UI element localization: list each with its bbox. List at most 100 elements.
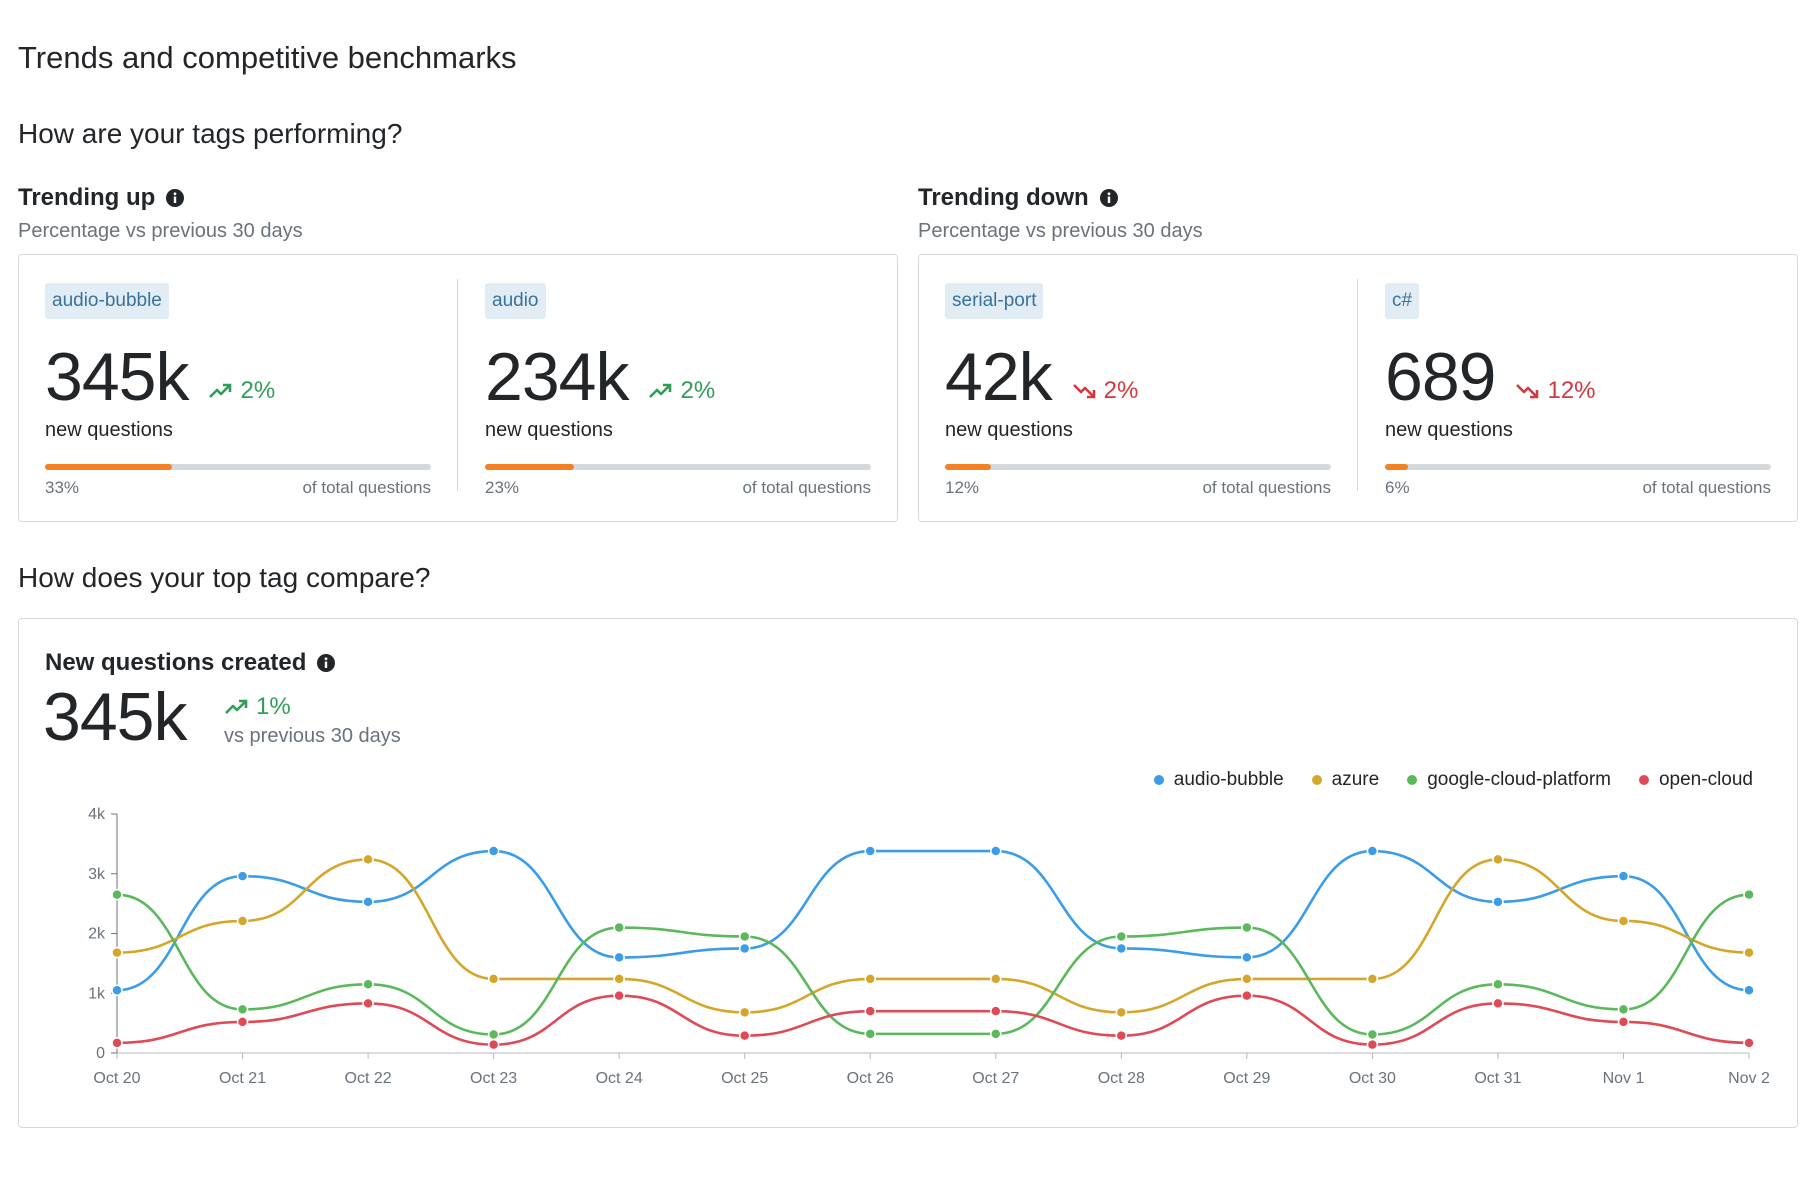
data-point-azure	[613, 973, 625, 985]
trend-percent: 2%	[1103, 377, 1139, 404]
data-point-open-cloud	[990, 1005, 1002, 1017]
data-point-audio-bubble	[236, 870, 249, 882]
trend-up-arrow-icon	[649, 383, 672, 398]
trending-down-title-row: Trending down	[918, 184, 1203, 212]
share-progress-bar	[45, 464, 431, 470]
page-title: Trends and competitive benchmarks	[18, 40, 517, 75]
metric-caption: new questions	[45, 419, 173, 441]
x-tick-label: Oct 30	[1349, 1070, 1396, 1087]
x-tick-label: Nov 2	[1728, 1070, 1770, 1087]
data-point-open-cloud	[362, 997, 374, 1010]
data-point-open-cloud	[1241, 989, 1253, 1002]
metric-value: 345k	[45, 339, 189, 415]
legend-label: google-cloud-platform	[1427, 769, 1611, 790]
data-point-google-cloud-platform	[1241, 921, 1253, 934]
trend-up-arrow-icon	[209, 383, 232, 398]
share-labels: 33% of total questions	[45, 478, 431, 498]
data-point-azure	[738, 1006, 751, 1019]
data-point-google-cloud-platform	[1617, 1003, 1630, 1016]
data-point-open-cloud	[1366, 1038, 1379, 1051]
legend-item[interactable]: azure	[1311, 769, 1380, 791]
legend-label: azure	[1331, 769, 1380, 790]
chart-title-row: New questions created	[45, 649, 336, 677]
data-point-google-cloud-platform	[236, 1003, 249, 1016]
chart-legend: audio-bubble azure google-cloud-platform op…	[1153, 769, 1753, 791]
x-tick-label: Oct 26	[847, 1070, 894, 1087]
share-percent: 23%	[485, 478, 520, 497]
data-point-audio-bubble	[1241, 951, 1253, 964]
data-point-audio-bubble	[487, 845, 500, 857]
tag-badge[interactable]: audio-bubble	[45, 283, 169, 319]
data-point-google-cloud-platform	[487, 1028, 500, 1041]
x-tick-label: Oct 25	[721, 1070, 768, 1087]
trend-percent: 2%	[680, 377, 716, 404]
data-point-audio-bubble	[1617, 870, 1630, 882]
tile-divider	[457, 279, 458, 491]
x-tick-label: Oct 27	[972, 1070, 1019, 1087]
trending-up-header: Trending up Percentage vs previous 30 da…	[18, 184, 303, 243]
section-heading-top-tag-compare: How does your top tag compare?	[18, 562, 431, 593]
data-point-azure	[1743, 946, 1755, 959]
info-icon[interactable]	[1099, 188, 1119, 208]
data-point-open-cloud	[864, 1005, 876, 1017]
trend-indicator: 12%	[1515, 377, 1596, 405]
data-point-audio-bubble	[1366, 845, 1379, 857]
y-tick-label: 0	[96, 1045, 105, 1062]
data-point-azure	[362, 853, 374, 866]
share-progress-fill	[485, 464, 574, 470]
share-progress-bar	[945, 464, 1331, 470]
share-label: of total questions	[302, 478, 431, 497]
trending-up-title-row: Trending up	[18, 184, 303, 212]
data-point-audio-bubble	[362, 896, 374, 908]
share-progress-fill	[45, 464, 173, 470]
trend-down-arrow-icon	[1072, 384, 1095, 399]
legend-dot	[1407, 775, 1418, 785]
x-tick-label: Oct 31	[1474, 1070, 1521, 1087]
trend-up-arrow-icon	[225, 699, 248, 714]
trend-percent: 12%	[1547, 377, 1596, 404]
x-tick-label: Oct 28	[1098, 1070, 1145, 1087]
share-progress-fill	[945, 464, 992, 470]
legend-item[interactable]: audio-bubble	[1153, 769, 1284, 791]
data-point-open-cloud	[1115, 1029, 1128, 1042]
tag-tile: c# 689 12% new questions 6% of total que…	[1385, 283, 1771, 499]
tile-divider	[1357, 279, 1358, 491]
series-line-google-cloud-platform	[116, 893, 1750, 1036]
x-tick-label: Oct 23	[470, 1070, 517, 1087]
tag-tile: audio 234k 2% new questions 23% of total…	[485, 283, 871, 499]
share-progress-bar	[485, 464, 871, 470]
share-labels: 6% of total questions	[1385, 478, 1771, 498]
trend-down-arrow-icon	[1516, 384, 1539, 399]
tag-badge[interactable]: audio	[485, 283, 546, 319]
x-tick-label: Oct 21	[219, 1070, 266, 1087]
share-labels: 12% of total questions	[945, 478, 1331, 498]
legend-item[interactable]: google-cloud-platform	[1407, 769, 1611, 791]
data-point-azure	[111, 946, 123, 959]
series-line-azure	[116, 858, 1750, 1014]
data-point-azure	[1366, 973, 1379, 985]
x-tick-label: Nov 1	[1603, 1070, 1645, 1087]
tag-tile: serial-port 42k 2% new questions 12% of …	[945, 283, 1331, 499]
data-point-google-cloud-platform	[1743, 888, 1755, 901]
new-questions-chart-card: New questions created 345k 1% vs previou…	[18, 618, 1798, 1128]
trend-indicator: 1%	[224, 693, 291, 721]
data-point-azure	[990, 973, 1002, 985]
y-tick-label: 1k	[88, 985, 106, 1002]
data-point-google-cloud-platform	[613, 921, 625, 934]
info-icon[interactable]	[165, 188, 185, 208]
chart-title: New questions created	[45, 649, 307, 676]
info-icon[interactable]	[316, 653, 336, 673]
data-point-open-cloud	[1492, 997, 1504, 1010]
data-point-google-cloud-platform	[1492, 978, 1504, 991]
tag-badge[interactable]: c#	[1385, 283, 1420, 319]
tag-badge[interactable]: serial-port	[945, 283, 1044, 319]
data-point-audio-bubble	[111, 984, 123, 997]
data-point-open-cloud	[111, 1037, 123, 1049]
metric-value: 42k	[945, 339, 1053, 415]
legend-item[interactable]: open-cloud	[1638, 769, 1753, 791]
trend-indicator: 2%	[1072, 377, 1139, 405]
data-point-google-cloud-platform	[362, 978, 374, 991]
data-point-open-cloud	[1743, 1037, 1755, 1049]
data-point-audio-bubble	[1743, 984, 1755, 997]
data-point-azure	[1617, 915, 1630, 927]
